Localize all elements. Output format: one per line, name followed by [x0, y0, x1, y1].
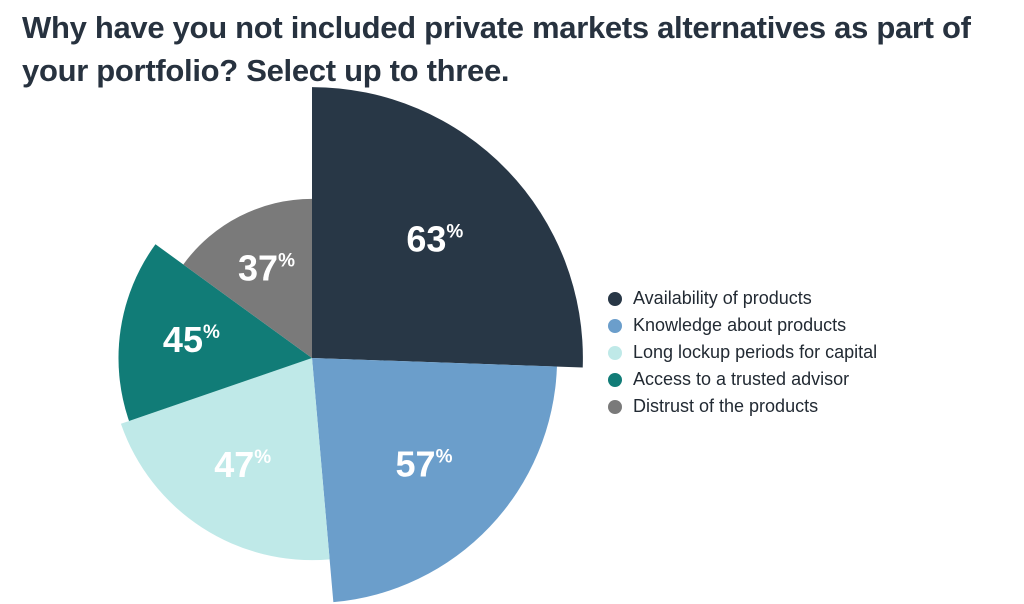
- slice-knowledge-about-products: [312, 358, 557, 603]
- chart-title: Why have you not included private market…: [22, 10, 971, 88]
- chart-slices: [118, 87, 583, 603]
- slice-value-label: 45%: [163, 319, 220, 360]
- legend-swatch: [608, 291, 622, 306]
- legend-swatch: [608, 372, 622, 387]
- legend-swatch: [608, 318, 622, 333]
- slice-value-label: 63%: [406, 218, 463, 259]
- slice-availability-of-products: [312, 87, 583, 368]
- slice-value-label: 37%: [238, 248, 295, 289]
- slice-distrust-of-the-products: [183, 198, 312, 358]
- legend-label: Long lockup periods for capital: [633, 342, 878, 362]
- legend-label: Knowledge about products: [633, 315, 847, 335]
- legend-item: Access to a trusted advisor: [608, 366, 877, 393]
- legend-swatch: [608, 399, 622, 414]
- chart-slice-labels: 63% 57% 47% 45% 37%: [163, 218, 463, 484]
- legend-item: Long lockup periods for capital: [608, 339, 877, 366]
- slice-value-label: 57%: [396, 443, 453, 484]
- legend-item: Knowledge about products: [608, 312, 877, 339]
- legend-label: Access to a trusted advisor: [633, 369, 850, 389]
- slice-value-label: 47%: [214, 444, 271, 485]
- chart-legend: Availability of products Knowledge about …: [608, 285, 877, 420]
- slice-long-lockup-periods-for-capital: [120, 358, 330, 561]
- legend-item: Distrust of the products: [608, 393, 877, 420]
- legend-label: Distrust of the products: [633, 396, 819, 416]
- slice-access-to-a-trusted-advisor: [118, 244, 312, 421]
- legend-label: Availability of products: [633, 288, 812, 308]
- legend-item: Availability of products: [608, 285, 877, 312]
- legend-swatch: [608, 345, 622, 360]
